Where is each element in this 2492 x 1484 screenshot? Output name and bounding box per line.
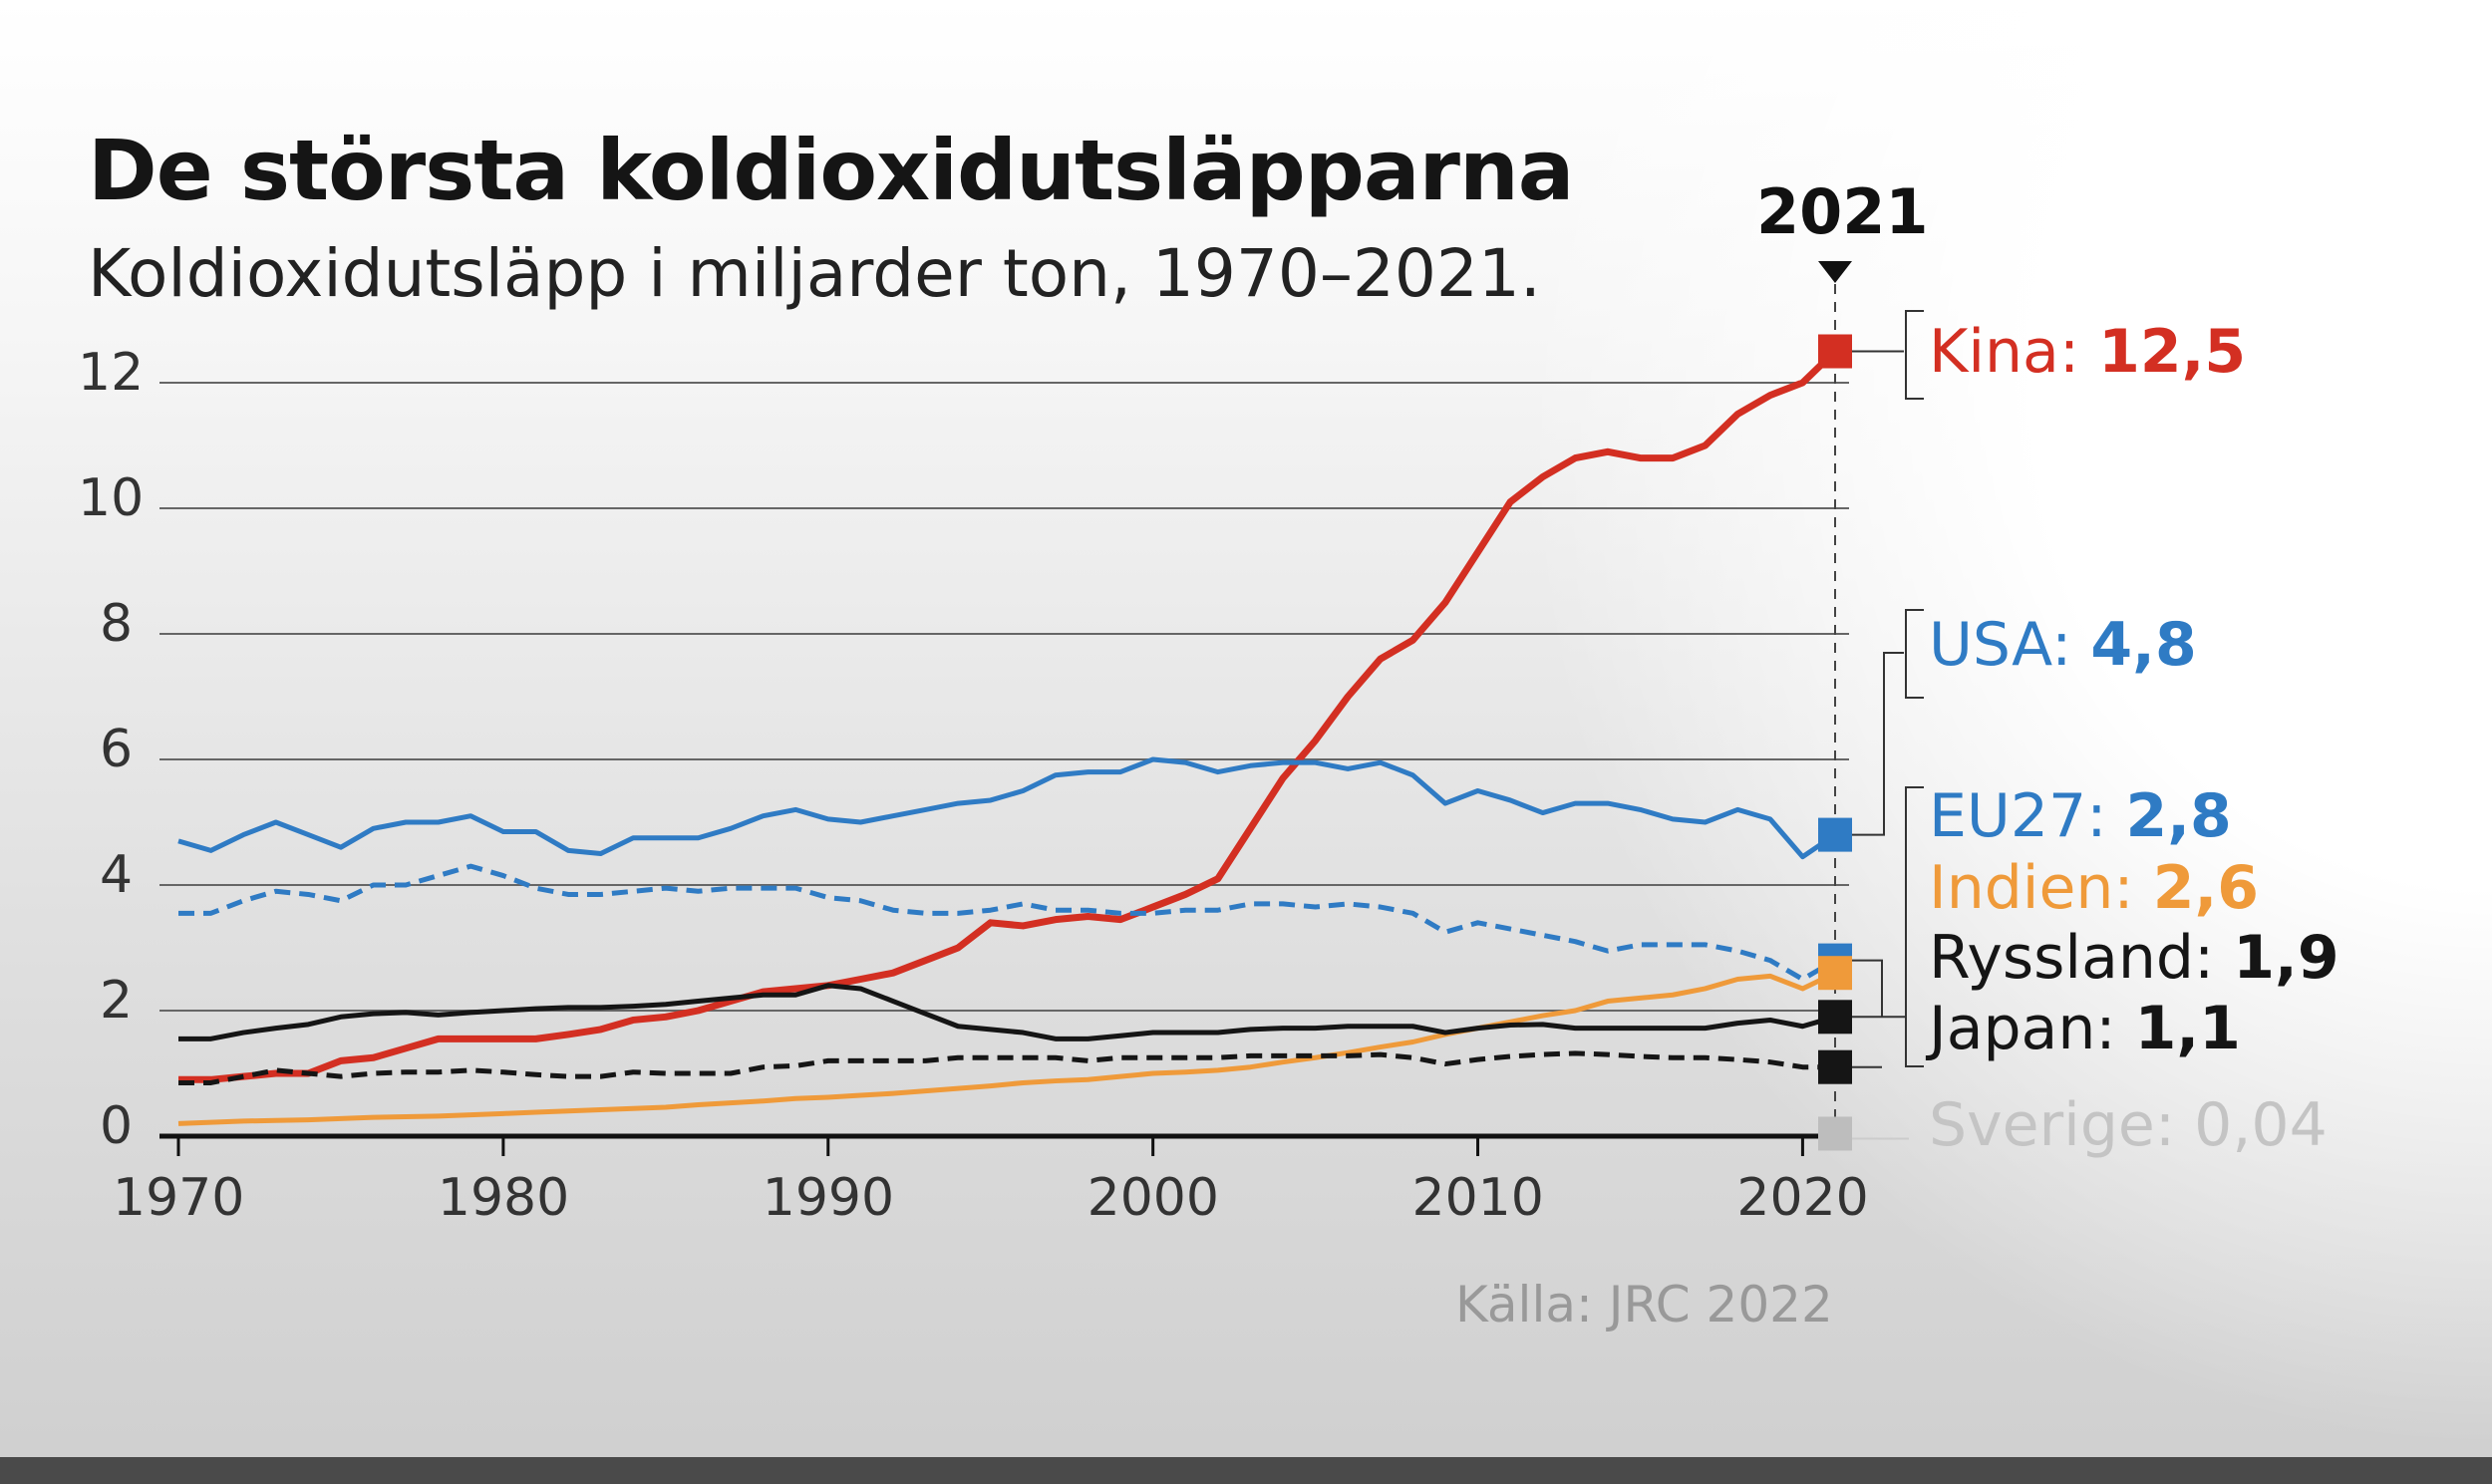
series-value-japan: 1,1 [2134,994,2241,1063]
chart-title: De största koldioxidutsläpparna [88,122,1574,219]
end-marker-usa [1818,817,1852,852]
series-name-kina: Kina [1929,317,2059,387]
series-name-indien: Indien [1929,853,2114,923]
chart-subtitle: Koldioxidutsläpp i miljarder ton, 1970–2… [88,235,1541,312]
series-value-sverige: 0,04 [2194,1090,2328,1160]
x-tick-label: 1970 [113,1168,245,1228]
y-tick-label: 10 [78,468,145,528]
x-tick-label: 2020 [1736,1168,1869,1228]
y-tick-label: 0 [100,1096,134,1156]
series-value-eu27: 2,8 [2125,781,2232,851]
end-marker-kina [1818,334,1852,369]
label-sverige: Sverige: 0,04 [1929,1090,2328,1160]
y-tick-label: 4 [100,845,134,905]
x-tick-label: 2010 [1411,1168,1544,1228]
series-line-indien [177,970,1837,1126]
source-note: Källa: JRC 2022 [1455,1276,1833,1334]
label-usa: USA: 4,8 [1929,610,2197,680]
label-eu27: EU27: 2,8 [1929,781,2232,851]
series-name-usa: USA [1929,610,2052,680]
end-marker-sverige [1818,1116,1852,1151]
series-name-ryssland: Ryssland [1929,923,2194,993]
triangle-down-icon [1818,261,1852,283]
series-name-japan: Japan [1929,994,2096,1063]
highlight-year-label: 2021 [1756,175,1929,248]
y-tick-label: 6 [100,720,134,779]
series-value-kina: 12,5 [2098,317,2247,387]
y-tick-label: 12 [78,343,145,403]
y-tick-label: 8 [100,594,134,654]
label-kina: Kina: 12,5 [1929,317,2247,387]
label-connector-0 [1852,310,1924,400]
series-line-ryssland [178,983,1836,1041]
series-name-eu27: EU27 [1929,781,2087,851]
end-marker-japan [1818,1049,1852,1084]
y-tick-label: 2 [100,971,134,1031]
label-indien: Indien: 2,6 [1929,853,2260,923]
end-marker-ryssland [1818,1000,1852,1035]
bottom-bar [0,1457,2492,1484]
x-tick-label: 1980 [437,1168,570,1228]
x-tick-label: 1990 [762,1168,895,1228]
x-tick-label: 2000 [1087,1168,1219,1228]
label-japan: Japan: 1,1 [1929,994,2241,1063]
series-name-sverige: Sverige [1929,1090,2155,1160]
series-value-ryssland: 1,9 [2233,923,2339,993]
series-value-usa: 4,8 [2090,610,2197,680]
series-line-kina [178,348,1838,1083]
series-line-eu27 [178,863,1837,982]
label-connector-2 [1852,786,1924,1068]
end-marker-indien [1818,956,1852,991]
label-connector-1 [1852,609,1924,836]
label-ryssland: Ryssland: 1,9 [1929,923,2339,993]
series-line-usa [177,756,1837,860]
series-value-indien: 2,6 [2152,853,2260,923]
series-line-japan [178,1050,1835,1085]
